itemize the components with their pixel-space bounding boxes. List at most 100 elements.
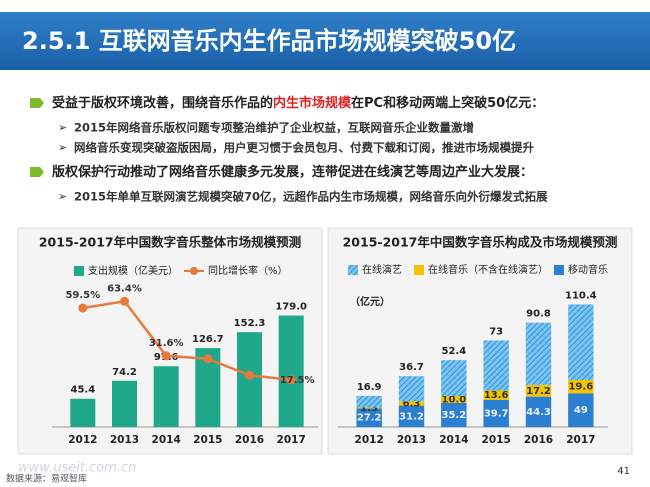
line xyxy=(82,299,292,382)
sub-bullet-text: 2015年网络音乐版权问题专项整治维护了企业权益，互联网音乐企业数量激增 xyxy=(74,121,474,135)
value-label: 49 xyxy=(574,405,588,416)
value-label: 110.4 xyxy=(565,290,597,301)
x-tick-label: 2015 xyxy=(193,434,222,446)
bar-segment xyxy=(483,399,509,427)
value-label: 35.2 xyxy=(441,410,466,421)
header-band xyxy=(0,12,650,70)
value-label: 1.3 xyxy=(360,403,378,414)
bullet-icon xyxy=(30,98,44,108)
bar-segment xyxy=(483,390,509,400)
value-label: 73 xyxy=(489,326,503,337)
bullet-part: 受益于版权环境改善，围绕音乐作品的 xyxy=(52,95,273,111)
value-label: 13.6 xyxy=(484,390,509,401)
bullet-part: 在PC和移动两端上突破50亿元： xyxy=(351,95,544,111)
value-label: 126.7 xyxy=(192,334,224,345)
bar-segment xyxy=(356,395,382,408)
value-label: 10.0 xyxy=(441,394,466,405)
bar-segment xyxy=(483,340,509,391)
bullet-text: 版权保护行动推动了网络音乐健康多元发展，连带促进在线演艺等周边产业大发展： xyxy=(52,164,533,180)
bar-segment xyxy=(525,396,552,427)
legend-swatch xyxy=(414,265,424,275)
sub-bullet-text: 2015年单单互联网演艺规模突破70亿，远超作品内生市场规模，网络音乐向外衍爆发… xyxy=(74,190,548,204)
x-tick-label: 2013 xyxy=(110,434,139,446)
line-point xyxy=(120,296,129,306)
legend-swatch xyxy=(74,266,84,276)
chart-title: 2015-2017年中国数字音乐构成及市场规模预测 xyxy=(343,235,618,250)
watermark: www.useit.com.cn xyxy=(18,461,136,476)
unit-label: （亿元） xyxy=(350,295,390,308)
line-point xyxy=(203,354,213,364)
bar-segment xyxy=(568,393,594,427)
legend-swatch xyxy=(554,265,564,275)
value-label: 63.4% xyxy=(107,283,142,294)
bullet-part: 内生市场规模 xyxy=(273,95,352,111)
bar-segment xyxy=(398,376,425,402)
sub-bullet-mark: ➢ xyxy=(58,190,67,203)
line-point xyxy=(245,370,254,380)
bullets: 受益于版权环境改善，围绕音乐作品的内生市场规模在PC和移动两端上突破50亿元： ➢… xyxy=(30,95,548,204)
value-label: 74.2 xyxy=(112,367,137,378)
bar-segment xyxy=(441,402,467,427)
bar-segment xyxy=(525,384,552,397)
value-label: 45.4 xyxy=(70,385,95,396)
x-tick-label: 2016 xyxy=(235,434,264,446)
bullet-icon xyxy=(30,167,44,177)
bar xyxy=(112,380,137,427)
value-label: 31.2 xyxy=(399,411,424,422)
bullet-part: 版权保护行动推动了网络音乐健康多元发展，连带促进在线演艺等周边产业大发展： xyxy=(52,164,533,180)
source: 数据来源：易观智库 xyxy=(6,473,87,485)
chart-title: 2015-2017年中国数字音乐整体市场规模预测 xyxy=(39,235,301,250)
bar-segment xyxy=(568,380,594,394)
value-label: 152.3 xyxy=(234,318,266,329)
value-label: 16.9 xyxy=(357,382,382,393)
legend-swatch xyxy=(190,267,198,275)
x-tick-label: 2017 xyxy=(277,434,306,446)
x-tick-label: 2012 xyxy=(68,434,97,446)
sub-bullet-mark: ➢ xyxy=(58,141,67,154)
bar-segment xyxy=(441,360,467,397)
value-label: 6.3 xyxy=(403,398,421,409)
slide-title: 2.5.1 互联网音乐内生作品市场规模突破50亿 xyxy=(22,27,516,55)
value-label: 17.2 xyxy=(526,386,551,397)
legend-label: 在线演艺 xyxy=(362,263,402,276)
sub-bullet-mark: ➢ xyxy=(58,121,67,134)
value-label: 31.6% xyxy=(149,338,184,349)
value-label: 59.5% xyxy=(65,290,100,301)
x-tick-label: 2017 xyxy=(566,434,595,446)
value-label: 39.7 xyxy=(484,408,509,419)
bar-segment xyxy=(525,322,552,385)
value-label: 52.4 xyxy=(441,346,466,357)
legend-swatch xyxy=(348,265,358,275)
bar-segment xyxy=(568,304,594,381)
page-number: 41 xyxy=(617,466,630,477)
x-tick-label: 2012 xyxy=(355,434,384,446)
value-label: 44.3 xyxy=(526,407,551,418)
sub-bullet-text: 网络音乐变现突破盗版困局，用户更习惯于会员包月、付费下载和订阅，推进市场规模提升 xyxy=(74,141,534,155)
bar-segment xyxy=(398,405,425,427)
x-tick-label: 2014 xyxy=(439,434,468,446)
value-label: 27.2 xyxy=(357,413,382,424)
bar-segment xyxy=(356,408,382,427)
value-label: 17.5% xyxy=(280,375,315,386)
x-tick-label: 2016 xyxy=(524,434,553,446)
line-point xyxy=(161,351,171,361)
bar xyxy=(153,366,179,427)
value-label: 90.8 xyxy=(526,309,551,320)
x-tick-label: 2014 xyxy=(152,434,181,446)
x-tick-label: 2015 xyxy=(482,434,511,446)
bar-segment xyxy=(441,396,467,403)
line-point xyxy=(286,375,296,385)
legend-label: 在线音乐（不含在线演艺） xyxy=(428,263,548,276)
bullet-text: 受益于版权环境改善，围绕音乐作品的内生市场规模在PC和移动两端上突破50亿元： xyxy=(52,95,544,111)
bar xyxy=(70,398,96,427)
line-point xyxy=(78,303,88,313)
bar-segment xyxy=(398,401,425,406)
value-label: 19.6 xyxy=(568,382,593,393)
x-tick-label: 2013 xyxy=(397,434,426,446)
legend-label: 同比增长率（%） xyxy=(208,264,288,277)
value-label: 179.0 xyxy=(275,302,307,313)
legend-label: 移动音乐 xyxy=(568,263,608,276)
bar-segment xyxy=(356,407,382,409)
